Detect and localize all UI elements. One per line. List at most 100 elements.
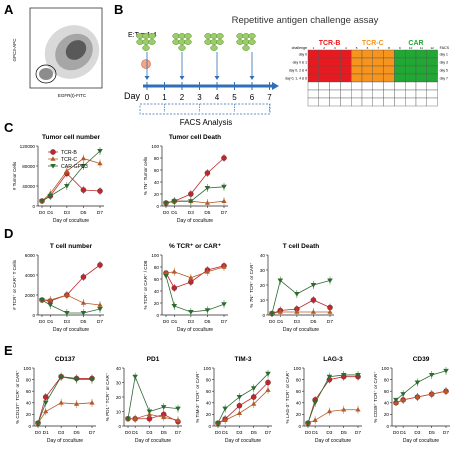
grid-cell-empty xyxy=(394,97,406,107)
data-point-car xyxy=(326,374,333,380)
data-point-tcrc xyxy=(132,415,138,421)
cell-icon xyxy=(216,33,224,39)
data-point-tcrb xyxy=(80,274,87,280)
grid-cell xyxy=(383,65,395,75)
cell-icon xyxy=(148,39,156,45)
data-point-car xyxy=(89,377,95,383)
grid-cell xyxy=(329,57,341,67)
y-tick-label: 40 xyxy=(206,401,212,406)
grid-cell-empty xyxy=(340,89,352,99)
data-point-tcrb xyxy=(250,394,257,400)
y-tick-label: 20 xyxy=(260,283,266,288)
y-tick-label: 40 xyxy=(154,289,160,294)
y-tick-label: 60 xyxy=(384,389,390,394)
grid-cell xyxy=(415,73,428,83)
data-point-car xyxy=(132,374,138,380)
cell-icon xyxy=(248,39,256,45)
grid-cell xyxy=(340,65,352,75)
x-axis-label: Day of coculture xyxy=(283,327,319,333)
grid-column-number: 5 xyxy=(356,46,358,50)
timeline-day-number: 1 xyxy=(162,93,167,102)
x-tick-label: D3 xyxy=(188,319,194,325)
grid-cell-empty xyxy=(361,97,374,107)
data-point-car xyxy=(327,278,333,284)
grid-row-label: day 0, 1, 4 & 6 xyxy=(285,77,307,81)
grid-cell xyxy=(340,57,352,67)
grid-cell-empty xyxy=(318,97,330,107)
data-point-car xyxy=(171,199,178,204)
x-tick-label: D1 xyxy=(171,319,177,325)
y-tick-label: 0 xyxy=(156,313,159,318)
x-tick-label: D3 xyxy=(294,319,300,325)
grid-cell xyxy=(361,57,374,67)
grid-cell xyxy=(415,57,428,67)
x-axis-label: Day of coculture xyxy=(135,438,171,444)
assay-title: Repetitive antigen challenge assay xyxy=(232,15,379,26)
series-line xyxy=(127,375,179,419)
data-point-car xyxy=(222,406,228,412)
data-point-car xyxy=(221,184,227,190)
data-point-tcrc xyxy=(355,406,361,412)
x-tick-label: D5 xyxy=(341,430,347,436)
chart-title: T cell number xyxy=(50,243,93,250)
data-point-tcrc xyxy=(97,302,103,307)
grid-cell-empty xyxy=(361,81,374,91)
flow-gate xyxy=(35,64,57,84)
grid-cell-empty xyxy=(329,97,341,107)
grid-cell xyxy=(426,73,438,83)
data-point-tcrc xyxy=(312,417,318,422)
data-point-car xyxy=(125,416,131,422)
x-tick-label: D7 xyxy=(221,210,227,216)
data-point-tcrc xyxy=(43,408,49,414)
grid-header-tcrb: TCR-B xyxy=(319,40,341,47)
chart--tcr-or-car-: % TCR⁺ or CAR⁺ 0 20 40 60 80 100 D0 D1 D3 D5 D7 Day … xyxy=(143,243,228,333)
chart-title: TIM-3 xyxy=(235,356,252,363)
y-tick-label: 10 xyxy=(116,409,122,414)
data-point-tcrc xyxy=(265,387,271,392)
y-tick-label: 10 xyxy=(260,298,266,303)
data-point-tcrc xyxy=(294,309,300,314)
chart-pd1: PD1 0 10 20 30 40 D0 D1 D3 D5 D7 Day of coculture % … xyxy=(105,356,182,444)
grid-cell xyxy=(307,49,320,59)
facs-box xyxy=(139,103,271,115)
x-axis-label: Day of coculture xyxy=(177,218,213,224)
y-tick-label: 0 xyxy=(262,313,265,318)
grid-cell-empty xyxy=(426,81,438,91)
y-tick-label: 60 xyxy=(296,389,302,394)
y-tick-label: 40 xyxy=(260,253,266,258)
data-point-tcrc xyxy=(64,292,70,297)
data-point-car xyxy=(204,308,211,313)
grid-cell xyxy=(383,73,395,83)
series-line xyxy=(217,373,269,424)
grid-cell-empty xyxy=(415,89,428,99)
x-tick-label: D5 xyxy=(161,430,167,436)
data-point-tcrc xyxy=(277,309,283,314)
x-tick-label: D0 xyxy=(39,210,45,216)
y-tick-label: 40 xyxy=(26,401,32,406)
x-tick-label: D7 xyxy=(443,430,449,436)
data-point-car xyxy=(47,303,54,308)
cell-icon xyxy=(248,33,256,39)
data-point-tcrc xyxy=(221,198,227,203)
x-axis-label: Day of coculture xyxy=(47,438,83,444)
x-tick-label: D5 xyxy=(429,430,435,436)
x-tick-label: D1 xyxy=(171,210,177,216)
x-tick-label: D5 xyxy=(251,430,257,436)
grid-cell-empty xyxy=(351,97,363,107)
y-tick-label: 0 xyxy=(156,204,159,209)
cell-clusters xyxy=(136,33,256,51)
chart-title: T cell Death xyxy=(283,243,320,250)
grid-cell-empty xyxy=(394,89,406,99)
x-tick-label: D7 xyxy=(175,430,181,436)
cell-icon xyxy=(242,45,250,51)
data-point-car xyxy=(80,311,87,316)
chart-t-cell-number: T cell number 0 2000 4000 6000 D0 D1 D3 D5 D7 Day … xyxy=(12,243,104,333)
y-tick-label: 60 xyxy=(154,277,160,282)
data-point-tcrc xyxy=(429,391,435,396)
grid-column-number: 6 xyxy=(367,46,369,50)
panel-letter-c: C xyxy=(4,120,14,135)
x-axis-label: Day of coculture xyxy=(403,438,439,444)
x-tick-label: D1 xyxy=(47,319,53,325)
x-tick-label: D0 xyxy=(35,430,41,436)
